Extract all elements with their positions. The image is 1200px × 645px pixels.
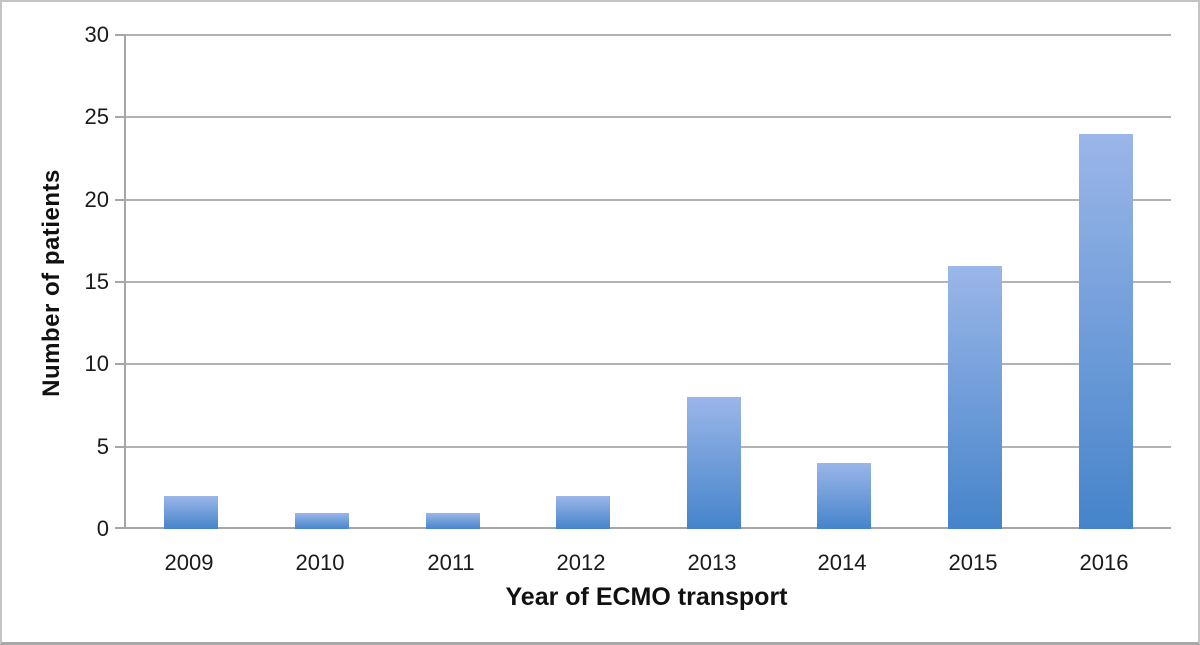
- bar-2015: [948, 266, 1002, 529]
- bar-2010: [295, 513, 349, 529]
- y-axis-tick-labels: 0 5 10 15 20 25 30: [47, 24, 109, 540]
- x-tick-label: 2011: [427, 550, 475, 575]
- y-tick-label: 25: [84, 104, 109, 129]
- y-tick-label: 15: [84, 269, 109, 294]
- gridline: [126, 363, 1171, 365]
- y-tick-mark: [115, 527, 126, 529]
- y-tick-mark: [115, 199, 126, 201]
- bar-2013: [687, 397, 741, 529]
- y-tick-mark: [115, 34, 126, 36]
- y-tick-label: 10: [84, 351, 109, 376]
- gridline: [126, 281, 1171, 283]
- plot-area: [115, 34, 1171, 529]
- bar-2011: [426, 513, 480, 529]
- y-tick-mark: [115, 281, 126, 283]
- bar-2016: [1079, 134, 1133, 529]
- y-tick-label: 20: [84, 187, 109, 212]
- y-tick-mark: [115, 446, 126, 448]
- x-tick-label: 2016: [1079, 550, 1129, 575]
- x-axis-line: [126, 527, 1171, 529]
- y-tick-label: 5: [96, 434, 109, 459]
- x-tick-label: 2014: [817, 550, 867, 575]
- x-tick-label: 2009: [164, 550, 214, 575]
- y-tick-label: 0: [96, 516, 109, 541]
- y-tick-mark: [115, 116, 126, 118]
- y-tick-mark: [115, 363, 126, 365]
- x-tick-label: 2010: [295, 550, 345, 575]
- gridline: [126, 34, 1171, 36]
- gridline: [126, 199, 1171, 201]
- x-tick-label: 2012: [556, 550, 606, 575]
- bar-2014: [817, 463, 871, 529]
- x-axis-title: Year of ECMO transport: [505, 583, 788, 611]
- bar-2012: [556, 496, 610, 529]
- y-tick-label: 30: [84, 22, 109, 47]
- gridline: [126, 116, 1171, 118]
- bar-2009: [164, 496, 218, 529]
- x-tick-label: 2015: [948, 550, 998, 575]
- gridline: [126, 446, 1171, 448]
- x-tick-label: 2013: [687, 550, 737, 575]
